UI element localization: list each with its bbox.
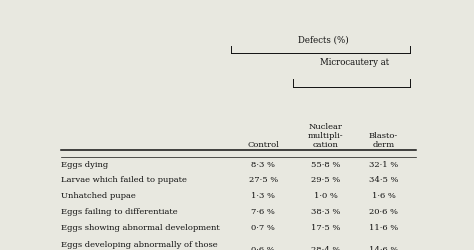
Text: 0·7 %: 0·7 % — [251, 223, 275, 231]
Text: 20·6 %: 20·6 % — [369, 207, 398, 215]
Text: 1·0 %: 1·0 % — [314, 192, 337, 200]
Text: 8·3 %: 8·3 % — [251, 160, 275, 168]
Text: 7·6 %: 7·6 % — [251, 207, 275, 215]
Text: Eggs developing abnormally of those
  which began to develop: Eggs developing abnormally of those whic… — [61, 240, 218, 250]
Text: 0·6 %: 0·6 % — [251, 245, 275, 250]
Text: Microcautery at: Microcautery at — [320, 58, 389, 67]
Text: Unhatched pupae: Unhatched pupae — [61, 192, 136, 200]
Text: 27·5 %: 27·5 % — [248, 176, 278, 184]
Text: 1·6 %: 1·6 % — [372, 192, 396, 200]
Text: Blasto-
derm: Blasto- derm — [369, 131, 398, 148]
Text: Control: Control — [247, 140, 279, 148]
Text: Larvae which failed to pupate: Larvae which failed to pupate — [61, 176, 187, 184]
Text: 34·5 %: 34·5 % — [369, 176, 398, 184]
Text: Eggs failing to differentiate: Eggs failing to differentiate — [61, 207, 178, 215]
Text: Eggs dying: Eggs dying — [61, 160, 109, 168]
Text: 28·4 %: 28·4 % — [311, 245, 340, 250]
Text: 1·3 %: 1·3 % — [251, 192, 275, 200]
Text: Defects (%): Defects (%) — [298, 36, 349, 45]
Text: 29·5 %: 29·5 % — [311, 176, 340, 184]
Text: 55·8 %: 55·8 % — [311, 160, 340, 168]
Text: Nuclear
multipli-
cation: Nuclear multipli- cation — [308, 122, 343, 148]
Text: 32·1 %: 32·1 % — [369, 160, 398, 168]
Text: 17·5 %: 17·5 % — [311, 223, 340, 231]
Text: Eggs showing abnormal development: Eggs showing abnormal development — [61, 223, 220, 231]
Text: 14·6 %: 14·6 % — [369, 245, 398, 250]
Text: 38·3 %: 38·3 % — [311, 207, 340, 215]
Text: 11·6 %: 11·6 % — [369, 223, 398, 231]
